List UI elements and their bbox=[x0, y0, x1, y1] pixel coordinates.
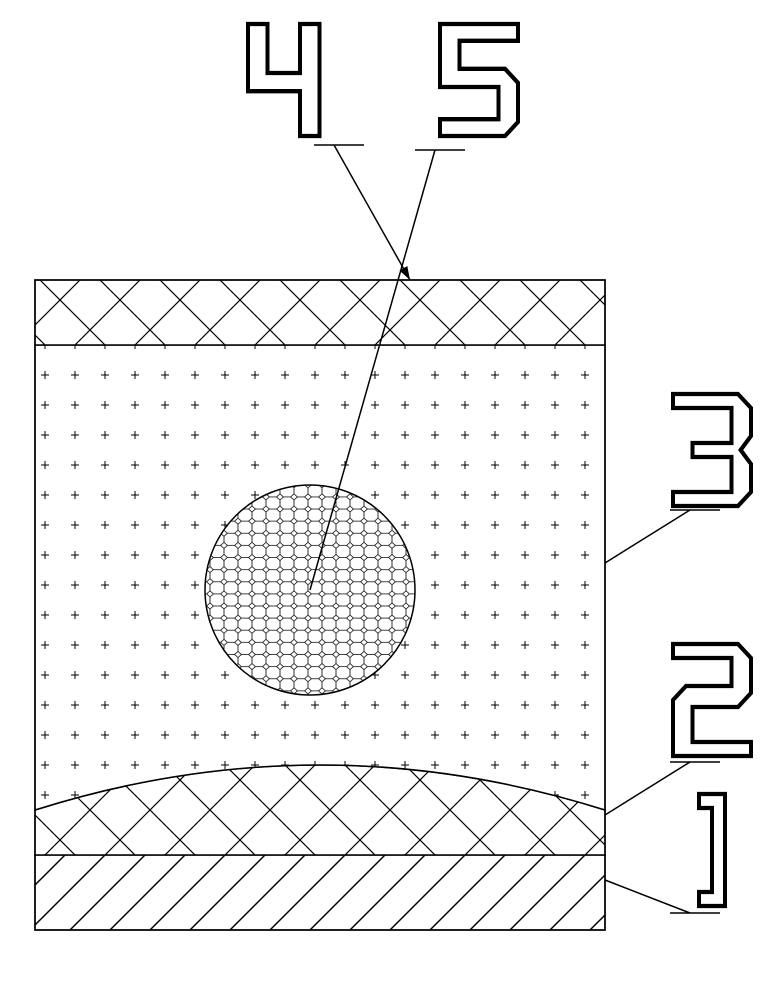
label-digit-2 bbox=[673, 644, 751, 756]
label-digit-5 bbox=[440, 24, 518, 136]
leader-line-1 bbox=[605, 880, 690, 913]
leader-line-4 bbox=[334, 145, 410, 280]
label-digit-3 bbox=[673, 394, 751, 506]
layer-1-bottom bbox=[35, 855, 605, 930]
leader-line-2 bbox=[605, 762, 690, 815]
label-digit-1 bbox=[699, 794, 725, 906]
label-digit-4 bbox=[248, 24, 320, 136]
cross-section-diagram bbox=[0, 0, 777, 1000]
layer-4-top bbox=[35, 280, 605, 345]
leader-line-3 bbox=[605, 510, 690, 563]
